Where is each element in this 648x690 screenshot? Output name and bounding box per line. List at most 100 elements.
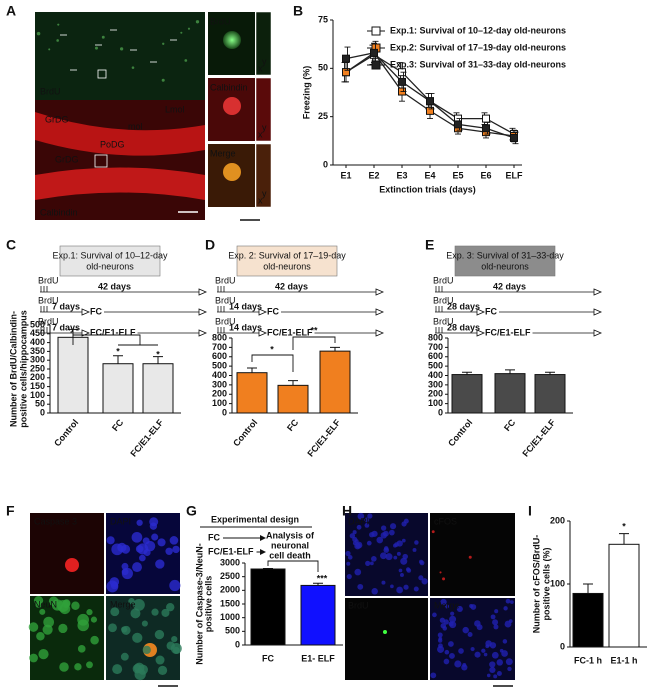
cell xyxy=(357,512,365,520)
cell xyxy=(166,641,175,650)
cell xyxy=(481,648,486,653)
legend-marker xyxy=(371,26,381,36)
image-label: x xyxy=(258,63,263,73)
cell xyxy=(412,548,417,552)
bar xyxy=(608,543,640,648)
y-tick-label: 400 xyxy=(30,337,45,347)
cell xyxy=(499,648,504,653)
brdu-image xyxy=(35,12,205,100)
y-tick-label: 100 xyxy=(428,398,443,408)
cell xyxy=(449,615,457,623)
y-tick-label: 500 xyxy=(30,319,45,329)
cell xyxy=(35,600,43,608)
cell xyxy=(184,59,188,62)
cell xyxy=(443,619,449,625)
x-tick-label: Control xyxy=(52,417,80,448)
cell xyxy=(396,540,403,547)
image-label: DAPI xyxy=(348,516,369,526)
cell xyxy=(106,536,115,545)
cell xyxy=(171,636,178,643)
y-axis-label: positive cells (%) xyxy=(542,547,552,620)
bar xyxy=(451,374,483,414)
error-bar xyxy=(153,356,163,364)
error-bar xyxy=(583,583,593,594)
cell xyxy=(349,533,356,539)
arrowhead xyxy=(375,329,385,337)
error-bar xyxy=(619,533,629,545)
y-tick-label: 50 xyxy=(35,399,45,409)
cell xyxy=(380,532,388,539)
cell xyxy=(432,612,437,618)
cell xyxy=(121,567,133,580)
brdu-label: BrdU xyxy=(433,275,454,285)
x-tick-label: E4 xyxy=(424,170,435,180)
y-tick-label: 700 xyxy=(212,342,227,352)
cell xyxy=(489,666,496,673)
y-tick-label: 0 xyxy=(438,407,443,417)
design-box xyxy=(454,245,556,277)
bracket xyxy=(267,560,319,572)
cell xyxy=(345,550,351,557)
cell xyxy=(400,573,404,577)
cell xyxy=(132,664,143,674)
marker xyxy=(482,124,490,133)
error-bar xyxy=(505,369,515,374)
arrowhead xyxy=(593,308,603,316)
image-label: DAPI xyxy=(110,516,131,526)
cell xyxy=(352,530,357,535)
annotation: *** xyxy=(317,573,328,583)
image-label: x xyxy=(258,195,263,205)
marker xyxy=(426,106,434,115)
bar xyxy=(534,374,566,414)
cell xyxy=(169,579,181,592)
cell xyxy=(442,577,446,581)
design-title: Experimental design xyxy=(211,514,299,524)
panel-label: G xyxy=(186,503,197,519)
cell xyxy=(223,97,241,115)
y-tick-label: 50 xyxy=(318,63,328,73)
marker xyxy=(342,54,350,63)
y-tick-label: 350 xyxy=(30,346,45,356)
cell xyxy=(36,632,45,641)
arrowhead xyxy=(81,308,91,316)
x-tick-label: FC xyxy=(285,417,301,433)
y-axis-label: positive cells/hippocampus xyxy=(19,310,29,428)
cell xyxy=(151,533,159,541)
arrowhead xyxy=(198,288,208,296)
image-label: y xyxy=(262,122,267,132)
cell xyxy=(187,27,191,30)
cell xyxy=(494,609,499,614)
x-tick-label: E5 xyxy=(452,170,463,180)
arrowhead xyxy=(198,308,208,316)
x-tick-label: FC/E1-ELF xyxy=(128,417,165,459)
cell xyxy=(444,604,450,609)
y-tick-label: 250 xyxy=(30,363,45,373)
panel-label: D xyxy=(205,237,215,253)
cell xyxy=(86,609,93,616)
cell xyxy=(65,558,79,572)
y-tick-label: 0 xyxy=(560,641,565,651)
y-tick-label: 500 xyxy=(428,361,443,371)
cell xyxy=(437,632,443,638)
design-title: old-neurons xyxy=(86,261,134,271)
cell xyxy=(162,42,165,45)
design-row: FC xyxy=(208,532,220,542)
cell xyxy=(56,39,59,42)
cell xyxy=(380,525,387,531)
bar xyxy=(572,592,604,648)
inset-side xyxy=(255,77,272,142)
annotation: * xyxy=(156,349,160,359)
cell xyxy=(461,664,468,671)
duration-label: 28 days xyxy=(447,322,480,332)
cell xyxy=(486,673,491,678)
y-tick-label: 450 xyxy=(30,328,45,338)
arrowhead xyxy=(260,535,266,541)
y-tick-label: 600 xyxy=(212,351,227,361)
legend-label: Exp.3: Survival of 31–33-day old-neurons xyxy=(390,59,566,69)
cell xyxy=(71,601,80,610)
x-tick-label: FC-1 h xyxy=(574,655,602,665)
duration-label: 7 days xyxy=(52,301,80,311)
y-tick-label: 0 xyxy=(222,407,227,417)
image-label: Merge xyxy=(110,599,136,609)
